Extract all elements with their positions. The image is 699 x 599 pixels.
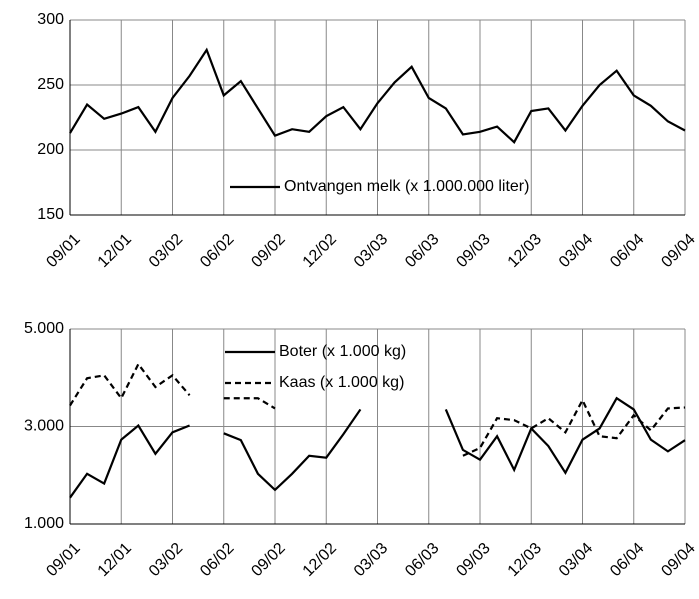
x-tick-label: 12/02 [300,540,340,580]
legend-label: Boter (x 1.000 kg) [279,343,406,360]
x-tick-label: 09/02 [248,231,288,271]
x-tick-label: 09/02 [248,540,288,580]
y-tick-label: 250 [37,76,64,93]
x-tick-label: 12/01 [95,540,135,580]
x-tick-label: 12/02 [300,231,340,271]
x-tick-label: 06/04 [607,540,647,580]
series-line [69,362,686,457]
x-tick-label: 09/03 [453,231,493,271]
x-tick-label: 09/04 [658,540,698,580]
x-tick-label: 03/03 [351,540,391,580]
legend-label: Kaas (x 1.000 kg) [279,374,404,391]
series-line [69,47,686,144]
y-tick-label: 300 [37,11,64,28]
series-line [69,396,686,499]
x-tick-label: 03/02 [146,540,186,580]
x-tick-label: 09/01 [43,540,83,580]
x-tick-label: 06/03 [402,540,442,580]
x-tick-label: 03/04 [556,231,596,271]
y-tick-label: 150 [37,206,64,223]
x-tick-label: 09/04 [658,231,698,271]
legend-label: Ontvangen melk (x 1.000.000 liter) [284,178,529,195]
x-tick-label: 09/01 [43,231,83,271]
y-tick-label: 3.000 [24,418,64,435]
x-tick-label: 03/02 [146,231,186,271]
x-tick-label: 06/02 [197,231,237,271]
x-tick-label: 12/01 [95,231,135,271]
x-tick-label: 12/03 [505,231,545,271]
y-tick-label: 1.000 [24,515,64,532]
x-tick-label: 03/04 [556,540,596,580]
x-tick-label: 06/02 [197,540,237,580]
x-tick-label: 03/03 [351,231,391,271]
x-tick-label: 09/03 [453,540,493,580]
x-tick-label: 06/03 [402,231,442,271]
x-tick-label: 06/04 [607,231,647,271]
y-tick-label: 5.000 [24,320,64,337]
y-tick-label: 200 [37,141,64,158]
x-tick-label: 12/03 [505,540,545,580]
